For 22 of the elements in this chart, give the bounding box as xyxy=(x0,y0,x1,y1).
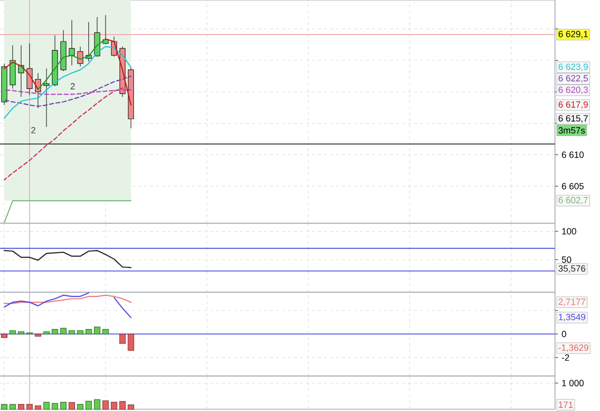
y-tick-label: -2 xyxy=(562,354,570,361)
annotation: 2 xyxy=(70,83,75,90)
y-tick-label: 6 605 xyxy=(562,182,584,190)
text: -1,3629 xyxy=(558,344,588,352)
text: 171 xyxy=(558,402,573,408)
text: 3m57s xyxy=(558,127,585,134)
text: 35,576 xyxy=(558,265,586,273)
text: 6 622,5 xyxy=(558,75,588,83)
y-tick-label: 100 xyxy=(562,228,576,234)
y-tick-label: 0 xyxy=(562,330,566,338)
annotation: 2 xyxy=(31,127,36,134)
text: 6 620,3 xyxy=(558,86,588,94)
text: 6 617,9 xyxy=(558,101,588,109)
text: 6 623,9 xyxy=(558,64,588,72)
y-tick-label: 6 610 xyxy=(562,152,584,158)
text: 1,3549 xyxy=(558,314,586,322)
y-tick-label: 50 xyxy=(562,256,572,263)
text: 2,7177 xyxy=(558,298,586,306)
ref-line-label: 6 629,1 xyxy=(558,30,588,38)
y-tick-label: 1 000 xyxy=(562,380,584,386)
text: 6 615,7 xyxy=(558,115,588,123)
text: 6 602,7 xyxy=(558,196,588,204)
